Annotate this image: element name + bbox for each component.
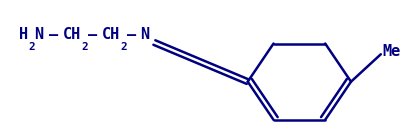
- Text: —: —: [88, 27, 97, 42]
- Text: CH: CH: [63, 27, 81, 42]
- Text: 2: 2: [120, 42, 127, 52]
- Text: —: —: [49, 27, 58, 42]
- Text: N: N: [141, 27, 150, 42]
- Text: N: N: [34, 27, 43, 42]
- Text: H: H: [19, 27, 28, 42]
- Text: —: —: [127, 27, 136, 42]
- Text: CH: CH: [102, 27, 120, 42]
- Text: 2: 2: [28, 42, 35, 52]
- Text: Me: Me: [383, 44, 401, 59]
- Text: 2: 2: [82, 42, 88, 52]
